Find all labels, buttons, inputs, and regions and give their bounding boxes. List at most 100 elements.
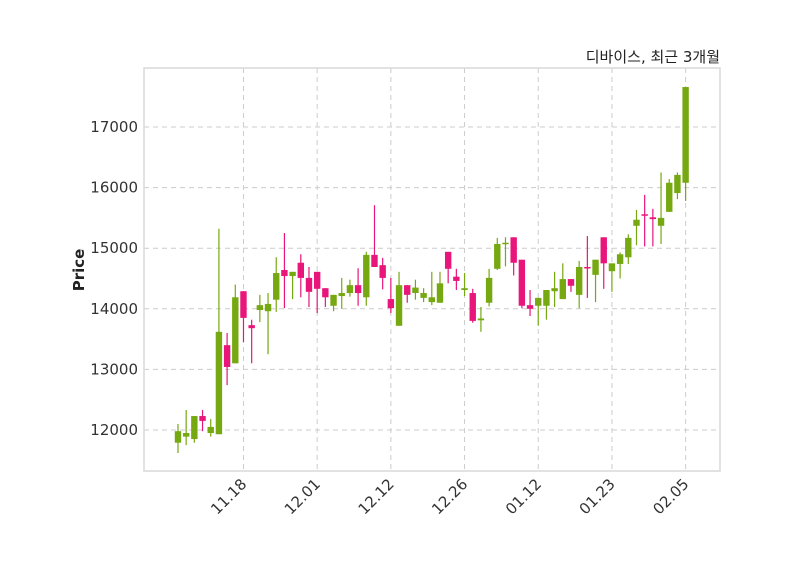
candle-body [256,305,264,311]
candle-up [215,228,223,435]
candle-down [248,319,255,364]
candle-body [477,318,485,321]
candle-body [485,277,493,303]
candle-up [412,279,419,300]
x-tick-label: 12.01 [281,475,324,518]
candle-body [682,87,689,183]
candle-body [395,285,403,326]
candle-down [444,251,452,284]
candle-body [174,431,182,443]
candle-body [215,331,223,435]
x-tick-label: 12.12 [355,475,398,518]
candle-body [248,325,255,329]
candle-body [428,297,435,303]
candle-up [273,257,280,312]
candle-down [584,236,591,298]
candle-up [485,268,493,307]
candle-body [584,266,591,269]
candle-body [338,293,345,297]
candle-body [412,287,419,294]
candle-body [264,303,272,312]
candle-up [207,419,214,437]
candle-up [608,263,616,292]
candle-body [387,299,395,309]
candle-body [346,285,354,294]
candle-body [223,345,231,367]
candle-up [174,423,182,454]
candle-up [575,260,583,309]
candle-body [322,288,329,298]
candle-body [305,277,313,292]
candle-body [379,265,386,278]
candle-up [666,179,673,212]
candle-up [633,210,640,246]
candle-body [494,243,501,269]
candle-body [633,219,640,226]
candle-down [641,194,648,247]
candle-down [379,257,386,290]
candle-body [666,182,673,212]
candle-body [518,259,526,306]
candle-down [526,290,534,317]
candle-up [428,271,435,306]
candle-body [404,285,411,295]
candle-down [223,333,231,386]
candle-body [641,214,648,216]
y-tick-label: 12000 [90,421,138,439]
candle-up [256,294,264,323]
candle-down [199,409,206,432]
candle-up [191,416,198,443]
candle-body [444,251,452,269]
candle-body [657,217,665,226]
candle-body [559,279,566,300]
y-tick-label: 15000 [90,239,138,257]
candle-down [281,233,288,309]
candle-up [543,290,550,320]
candle-up [461,273,468,297]
candle-body [649,217,657,220]
x-tick-label: 11.18 [207,475,250,518]
candle-body [461,288,468,291]
candle-up [330,294,337,312]
candle-down [240,291,247,343]
candle-body [510,237,517,263]
y-tick-label: 16000 [90,179,138,197]
candle-up [436,271,444,303]
plot-frame [143,67,721,472]
candle-body [313,271,321,289]
candle-body [371,254,378,267]
candle-down [387,277,395,314]
candle-body [469,293,476,321]
candle-body [420,293,427,298]
candle-down [567,279,575,292]
candle-body [363,254,370,298]
candle-body [502,242,509,245]
candle-down [371,205,378,267]
candle-body [600,237,607,264]
x-tick-label: 12.26 [428,475,471,518]
candle-body [191,416,198,440]
candle-down [313,271,321,314]
candle-body [354,285,362,294]
candle-up [551,271,558,307]
y-tick-label: 14000 [90,300,138,318]
candle-body [207,426,214,434]
candle-up [338,277,345,309]
candle-body [289,271,296,277]
candle-down [510,237,517,276]
candle-body [592,259,599,275]
candle-body [199,416,206,421]
candle-up [477,306,485,332]
candle-body [543,290,550,306]
candle-body [551,288,558,292]
x-tick-label: 02.05 [649,475,692,518]
candle-body [281,270,288,277]
candle-body [182,433,190,437]
candle-up [592,259,599,303]
candle-down [518,259,526,309]
candle-body [240,291,247,318]
candle-body [575,266,583,295]
candle-down [404,285,411,303]
candle-down [453,268,460,291]
candle-body [526,305,534,309]
